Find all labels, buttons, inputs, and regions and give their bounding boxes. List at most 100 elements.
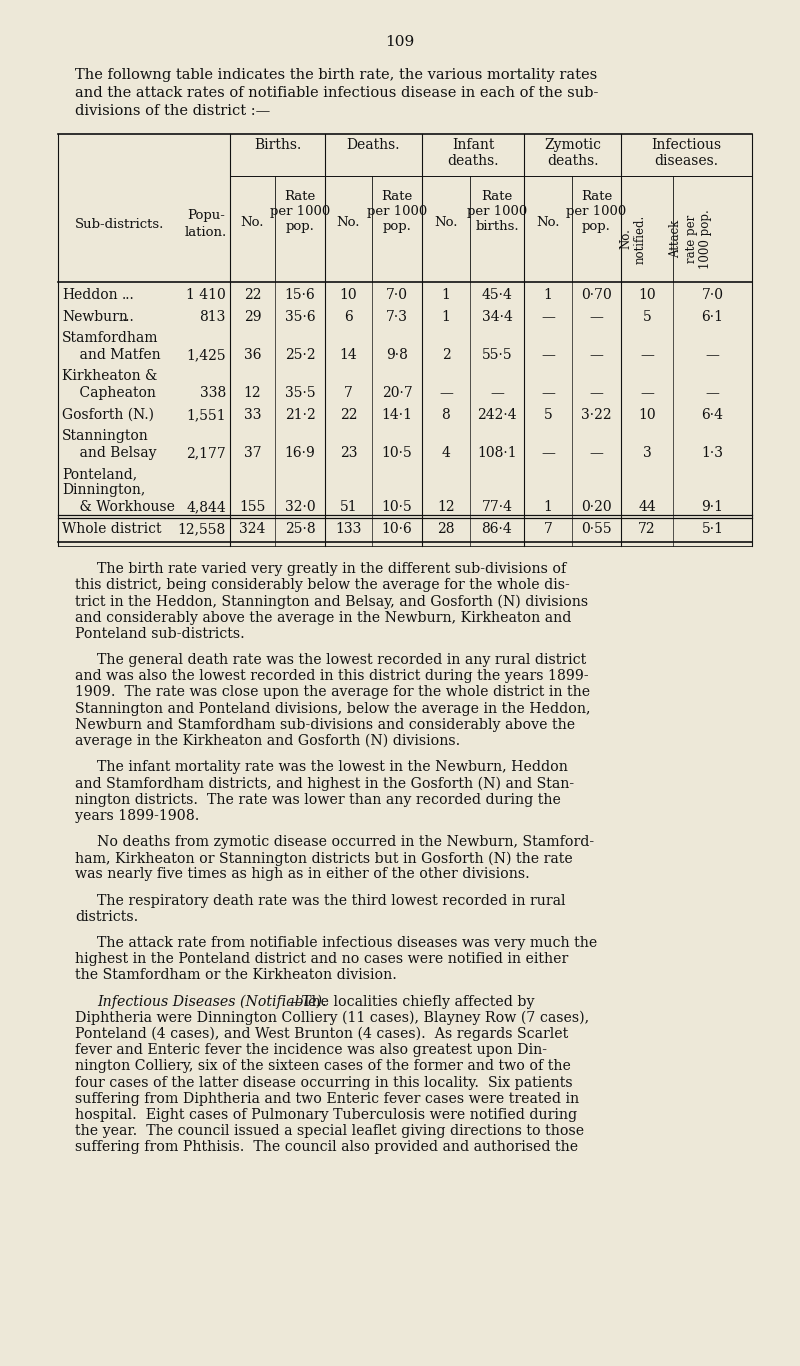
Text: 5: 5 — [642, 310, 651, 324]
Text: 34·4: 34·4 — [482, 310, 513, 324]
Text: divisions of the district :—: divisions of the district :— — [75, 104, 270, 117]
Text: Stamfordham: Stamfordham — [62, 331, 158, 346]
Text: 10: 10 — [638, 288, 656, 302]
Text: 14·1: 14·1 — [382, 408, 413, 422]
Text: 33: 33 — [244, 408, 262, 422]
Text: No deaths from zymotic disease occurred in the Newburn, Stamford-: No deaths from zymotic disease occurred … — [97, 835, 594, 850]
Text: 15·6: 15·6 — [285, 288, 315, 302]
Text: 1,551: 1,551 — [186, 408, 226, 422]
Text: —: — — [590, 310, 603, 324]
Text: 77·4: 77·4 — [482, 500, 513, 514]
Text: this district, being considerably below the average for the whole dis-: this district, being considerably below … — [75, 578, 570, 593]
Text: 7: 7 — [344, 387, 353, 400]
Text: pop.: pop. — [382, 220, 411, 234]
Text: Rate: Rate — [382, 190, 413, 204]
Text: —: — — [541, 447, 555, 460]
Text: 3·22: 3·22 — [581, 408, 612, 422]
Text: Newburn and Stamfordham sub-divisions and considerably above the: Newburn and Stamfordham sub-divisions an… — [75, 717, 575, 732]
Text: Rate: Rate — [581, 190, 612, 204]
Text: 1 410: 1 410 — [186, 288, 226, 302]
Text: 1·3: 1·3 — [702, 447, 723, 460]
Text: four cases of the latter disease occurring in this locality.  Six patients: four cases of the latter disease occurri… — [75, 1075, 573, 1090]
Text: —: — — [590, 387, 603, 400]
Text: deaths.: deaths. — [447, 154, 498, 168]
Text: 813: 813 — [200, 310, 226, 324]
Text: pop.: pop. — [286, 220, 314, 234]
Text: fever and Enteric fever the incidence was also greatest upon Din-: fever and Enteric fever the incidence wa… — [75, 1044, 547, 1057]
Text: —: — — [640, 387, 654, 400]
Text: 108·1: 108·1 — [477, 447, 517, 460]
Text: 338: 338 — [200, 387, 226, 400]
Text: Deaths.: Deaths. — [346, 138, 400, 152]
Text: The followng table indicates the birth rate, the various mortality rates: The followng table indicates the birth r… — [75, 68, 598, 82]
Text: 9·8: 9·8 — [386, 348, 408, 362]
Text: lation.: lation. — [185, 225, 227, 239]
Text: No.: No. — [536, 216, 560, 229]
Text: Infectious: Infectious — [651, 138, 722, 152]
Text: 4,844: 4,844 — [186, 500, 226, 514]
Text: Kirkheaton &: Kirkheaton & — [62, 369, 158, 382]
Text: —: — — [490, 387, 504, 400]
Text: 7·3: 7·3 — [386, 310, 408, 324]
Text: —: — — [706, 348, 719, 362]
Text: —: — — [439, 387, 453, 400]
Text: Dinnington,: Dinnington, — [62, 484, 146, 497]
Text: Stannington: Stannington — [62, 429, 149, 443]
Text: Heddon: Heddon — [62, 288, 118, 302]
Text: and Matfen: and Matfen — [62, 348, 161, 362]
Text: ...: ... — [122, 288, 134, 302]
Text: No.
notified.: No. notified. — [619, 214, 647, 264]
Text: ...: ... — [122, 310, 134, 324]
Text: and Stamfordham districts, and highest in the Gosforth (N) and Stan-: and Stamfordham districts, and highest i… — [75, 776, 574, 791]
Text: Diphtheria were Dinnington Colliery (11 cases), Blayney Row (7 cases),: Diphtheria were Dinnington Colliery (11 … — [75, 1011, 589, 1026]
Text: Zymotic: Zymotic — [544, 138, 601, 152]
Text: highest in the Ponteland district and no cases were notified in either: highest in the Ponteland district and no… — [75, 952, 568, 966]
Text: suffering from Diphtheria and two Enteric fever cases were treated in: suffering from Diphtheria and two Enteri… — [75, 1091, 579, 1106]
Text: 55·5: 55·5 — [482, 348, 512, 362]
Text: 16·9: 16·9 — [285, 447, 315, 460]
Text: 35·6: 35·6 — [285, 310, 315, 324]
Text: per 1000: per 1000 — [566, 205, 626, 219]
Text: districts.: districts. — [75, 910, 138, 923]
Text: per 1000: per 1000 — [367, 205, 427, 219]
Text: & Workhouse: & Workhouse — [62, 500, 175, 514]
Text: Popu-: Popu- — [187, 209, 225, 223]
Text: 242·4: 242·4 — [477, 408, 517, 422]
Text: 3: 3 — [642, 447, 651, 460]
Text: 6·1: 6·1 — [702, 310, 723, 324]
Text: —: — — [541, 387, 555, 400]
Text: 1: 1 — [543, 288, 553, 302]
Text: The infant mortality rate was the lowest in the Newburn, Heddon: The infant mortality rate was the lowest… — [97, 761, 568, 775]
Text: 5: 5 — [544, 408, 552, 422]
Text: 6·4: 6·4 — [702, 408, 723, 422]
Text: births.: births. — [475, 220, 519, 234]
Text: 21·2: 21·2 — [285, 408, 315, 422]
Text: 1: 1 — [442, 288, 450, 302]
Text: ham, Kirkheaton or Stannington districts but in Gosforth (N) the rate: ham, Kirkheaton or Stannington districts… — [75, 851, 573, 866]
Text: 51: 51 — [340, 500, 358, 514]
Text: No.: No. — [434, 216, 458, 229]
Text: 133: 133 — [335, 522, 362, 535]
Text: The respiratory death rate was the third lowest recorded in rural: The respiratory death rate was the third… — [97, 893, 566, 907]
Text: 10: 10 — [638, 408, 656, 422]
Text: and was also the lowest recorded in this district during the years 1899-: and was also the lowest recorded in this… — [75, 669, 589, 683]
Text: 1,425: 1,425 — [186, 348, 226, 362]
Text: 1909.  The rate was close upon the average for the whole district in the: 1909. The rate was close upon the averag… — [75, 686, 590, 699]
Text: deaths.: deaths. — [546, 154, 598, 168]
Text: Births.: Births. — [254, 138, 301, 152]
Text: Infectious Diseases (Notifiable).: Infectious Diseases (Notifiable). — [97, 994, 326, 1009]
Text: nington Colliery, six of the sixteen cases of the former and two of the: nington Colliery, six of the sixteen cas… — [75, 1060, 571, 1074]
Text: —: — — [640, 348, 654, 362]
Text: trict in the Heddon, Stannington and Belsay, and Gosforth (N) divisions: trict in the Heddon, Stannington and Bel… — [75, 594, 588, 609]
Text: and Belsay: and Belsay — [62, 447, 157, 460]
Text: 72: 72 — [638, 522, 656, 535]
Text: Rate: Rate — [482, 190, 513, 204]
Text: 86·4: 86·4 — [482, 522, 512, 535]
Text: 10·6: 10·6 — [382, 522, 412, 535]
Text: 10·5: 10·5 — [382, 447, 412, 460]
Text: 12,558: 12,558 — [178, 522, 226, 535]
Text: 36: 36 — [244, 348, 262, 362]
Text: 32·0: 32·0 — [285, 500, 315, 514]
Text: average in the Kirkheaton and Gosforth (N) divisions.: average in the Kirkheaton and Gosforth (… — [75, 734, 460, 749]
Text: 23: 23 — [340, 447, 358, 460]
